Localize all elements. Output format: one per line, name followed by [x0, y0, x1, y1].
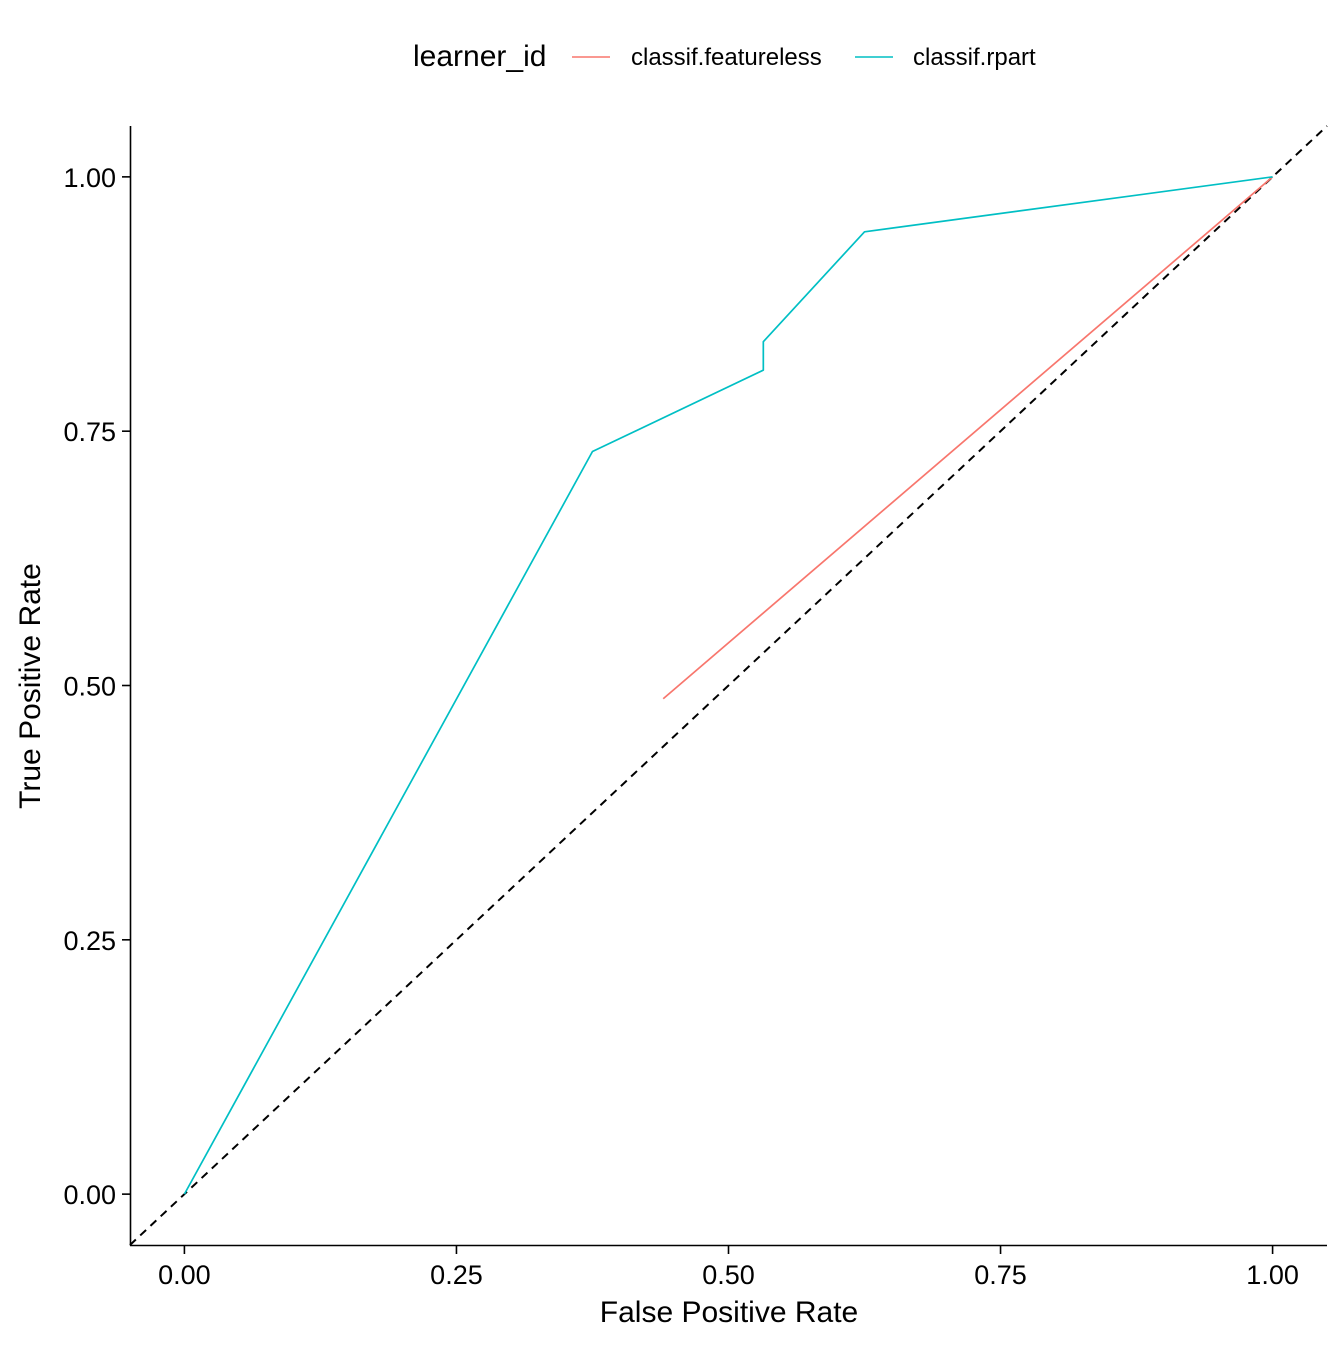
y-tick-label: 1.00 — [63, 163, 116, 193]
legend-title: learner_id — [413, 40, 546, 73]
series-line-classif-featureless — [662, 176, 1274, 700]
y-tick-label: 0.25 — [63, 926, 116, 956]
legend-label-rpart: classif.rpart — [913, 44, 1036, 71]
y-tick-label: 0.50 — [63, 672, 116, 702]
x-tick-label: 0.00 — [158, 1260, 211, 1290]
x-tick-label: 0.75 — [974, 1260, 1027, 1290]
x-tick-label: 0.25 — [430, 1260, 483, 1290]
legend-label-featureless: classif.featureless — [631, 44, 822, 71]
x-tick-label: 0.50 — [702, 1260, 755, 1290]
x-axis-title: False Positive Rate — [600, 1296, 858, 1329]
y-axis-ticks: 0.00 0.25 0.50 0.75 1.00 — [63, 163, 130, 1210]
plot-area — [129, 125, 1328, 1246]
x-axis-ticks: 0.00 0.25 0.50 0.75 1.00 — [158, 1246, 1299, 1290]
y-tick-label: 0.00 — [63, 1180, 116, 1210]
y-axis-title: True Positive Rate — [14, 563, 47, 809]
x-tick-label: 1.00 — [1246, 1260, 1299, 1290]
legend: learner_id classif.featureless classif.r… — [413, 40, 1036, 73]
reference-diagonal-line — [129, 125, 1328, 1246]
y-tick-label: 0.75 — [63, 417, 116, 447]
series-line-classif-rpart — [183, 176, 1273, 1195]
